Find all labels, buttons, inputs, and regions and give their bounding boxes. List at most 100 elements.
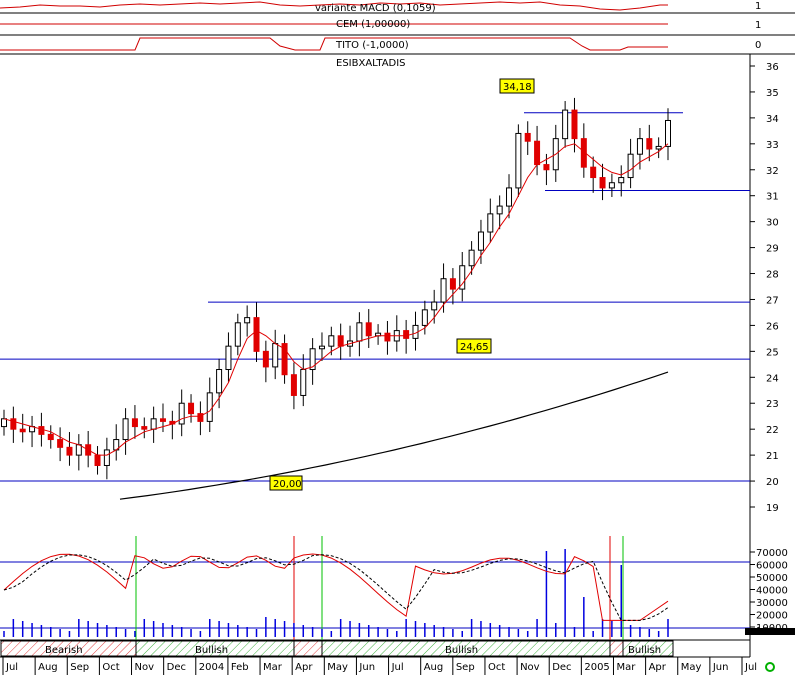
price-axis-tick-label: 31: [766, 192, 779, 203]
price-axis-tick-label: 23: [766, 399, 779, 410]
time-axis-label: Apr: [649, 662, 667, 673]
moving-average-short: [3, 143, 669, 456]
volume-axis-tick-label: 20000: [756, 611, 788, 622]
candle-up: [216, 369, 223, 394]
cem-label: CEM (1,00000): [336, 19, 410, 30]
price-axis-tick-label: 22: [766, 425, 779, 436]
macd-variant-line: [0, 1, 668, 11]
candle-up: [122, 418, 129, 441]
price-axis-tick-label: 28: [766, 270, 779, 281]
candle-up: [206, 392, 213, 422]
ticker-title: ESIBXALTADIS: [336, 58, 406, 69]
candle-up: [103, 449, 110, 466]
time-axis-label: Nov: [520, 662, 540, 673]
time-axis-label: Mar: [616, 662, 636, 673]
svg-text:20,00: 20,00: [273, 479, 302, 490]
price-axis-tick-label: 27: [766, 295, 779, 306]
tito-label: TITO (-1,0000): [335, 40, 409, 51]
candle-down: [141, 426, 148, 430]
time-axis-label: Mar: [263, 662, 283, 673]
trend-label-bullish: Bullish: [628, 645, 661, 656]
candle-down: [337, 335, 344, 347]
volume-axis-tick-label: 60000: [756, 561, 788, 572]
candle-down: [262, 350, 269, 368]
cem-axis-tick: 1: [755, 20, 761, 31]
time-axis-label: Jul: [391, 662, 404, 673]
candle-up: [421, 309, 428, 326]
candle-up: [477, 231, 484, 251]
trend-label-bullish: Bullish: [195, 645, 228, 656]
volume-layer: [0, 536, 795, 640]
candle-up: [608, 182, 615, 189]
price-axis-tick-label: 26: [766, 321, 779, 332]
candle-up: [75, 444, 82, 456]
candle-down: [384, 332, 391, 342]
candle-down: [19, 428, 26, 433]
price-axis-tick-label: 33: [766, 140, 779, 151]
volume-axis-tick-label: 50000: [756, 573, 788, 584]
trend-label-bearish: Bearish: [45, 645, 83, 656]
tito-line: [0, 37, 668, 51]
candle-down: [403, 330, 410, 339]
oscillator-k-line: [3, 553, 669, 621]
price-tag-high: 34,18: [499, 78, 535, 94]
price-axis-tick-label: 30: [766, 218, 779, 229]
price-layer: [0, 97, 750, 500]
price-axis-tick-label: 32: [766, 166, 779, 177]
time-layer: Jul Aug Sep Oct Nov Dec 2004 Feb Mar Apr May Jun Jul…: [2, 657, 757, 675]
candle-up: [356, 322, 363, 342]
price-axis-tick-label: 34: [766, 114, 779, 125]
time-axis-label: Jul: [744, 662, 757, 673]
candle-down: [94, 454, 101, 466]
time-axis-label: Oct: [102, 662, 119, 673]
candle-up: [244, 317, 251, 324]
candle-up: [225, 345, 232, 371]
candle-up: [636, 138, 643, 155]
candle-up: [431, 301, 438, 311]
trend-band: Bearish Bullish Bullish Bullish: [0, 640, 674, 657]
candle-down: [197, 413, 204, 422]
candle-up: [178, 402, 185, 425]
price-axis-tick-label: 36: [766, 62, 779, 73]
candle-down: [571, 109, 578, 140]
volume-axis-tick-label: 40000: [756, 586, 788, 597]
time-axis-label: Feb: [231, 662, 249, 673]
time-axis-label: Jun: [358, 662, 375, 673]
time-axis-label: 2004: [199, 662, 224, 673]
candle-up: [440, 278, 447, 303]
candle-up: [234, 322, 241, 347]
candle-up: [459, 265, 466, 290]
time-axis-label: May: [327, 662, 348, 673]
volume-axis-bar: [745, 628, 795, 635]
price-axis-tick-label: 19: [766, 503, 779, 514]
candle-up: [515, 132, 522, 189]
candle-down: [131, 418, 138, 428]
time-axis-label: Nov: [135, 662, 155, 673]
time-axis-label: Sep: [70, 662, 89, 673]
candle-up: [562, 109, 569, 140]
oscillator-d-line: [3, 554, 669, 621]
candle-up: [272, 343, 279, 368]
candle-down: [449, 278, 456, 290]
candle-up: [496, 205, 503, 215]
candle-down: [534, 140, 541, 166]
candle-down: [599, 177, 606, 189]
svg-text:34,18: 34,18: [503, 82, 532, 93]
volume-axis-tick-label: 10000: [756, 623, 788, 634]
candle-up: [318, 345, 325, 350]
candle-down: [646, 138, 653, 150]
time-axis-label: Dec: [167, 662, 186, 673]
candle-down: [524, 132, 531, 142]
price-axis-tick-label: 24: [766, 373, 779, 384]
candle-down: [47, 433, 54, 441]
moving-average-long: [119, 371, 669, 500]
price-axis-tick-label: 21: [766, 451, 779, 462]
price-tag-low: 20,00: [269, 475, 303, 491]
candle-up: [328, 335, 335, 347]
candle-down: [365, 322, 372, 337]
candle-up: [150, 418, 157, 430]
time-axis-label: Aug: [424, 662, 444, 673]
tito-axis-tick: 0: [755, 40, 761, 51]
axis-layer: 19 20 21 22 23 24 25 26 27 28 29 30 31 32 33 34 35 36 7000…: [750, 62, 788, 637]
